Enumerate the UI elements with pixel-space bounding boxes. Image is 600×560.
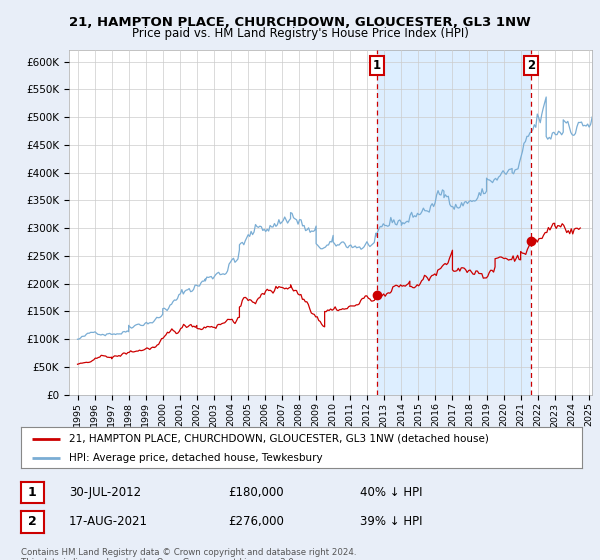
Text: 30-JUL-2012: 30-JUL-2012	[69, 486, 141, 500]
Text: 2: 2	[527, 59, 535, 72]
Text: Price paid vs. HM Land Registry's House Price Index (HPI): Price paid vs. HM Land Registry's House …	[131, 27, 469, 40]
Text: This data is licensed under the Open Government Licence v3.0.: This data is licensed under the Open Gov…	[21, 558, 296, 560]
Text: 17-AUG-2021: 17-AUG-2021	[69, 515, 148, 529]
Text: £180,000: £180,000	[228, 486, 284, 500]
Text: 2: 2	[28, 515, 37, 529]
Text: 40% ↓ HPI: 40% ↓ HPI	[360, 486, 422, 500]
Text: 21, HAMPTON PLACE, CHURCHDOWN, GLOUCESTER, GL3 1NW (detached house): 21, HAMPTON PLACE, CHURCHDOWN, GLOUCESTE…	[68, 433, 488, 444]
Bar	[377, 50, 532, 395]
Text: £276,000: £276,000	[228, 515, 284, 529]
Text: HPI: Average price, detached house, Tewkesbury: HPI: Average price, detached house, Tewk…	[68, 452, 322, 463]
Text: 39% ↓ HPI: 39% ↓ HPI	[360, 515, 422, 529]
Text: Contains HM Land Registry data © Crown copyright and database right 2024.: Contains HM Land Registry data © Crown c…	[21, 548, 356, 557]
Text: 1: 1	[373, 59, 381, 72]
Text: 1: 1	[28, 486, 37, 500]
Text: 21, HAMPTON PLACE, CHURCHDOWN, GLOUCESTER, GL3 1NW: 21, HAMPTON PLACE, CHURCHDOWN, GLOUCESTE…	[69, 16, 531, 29]
